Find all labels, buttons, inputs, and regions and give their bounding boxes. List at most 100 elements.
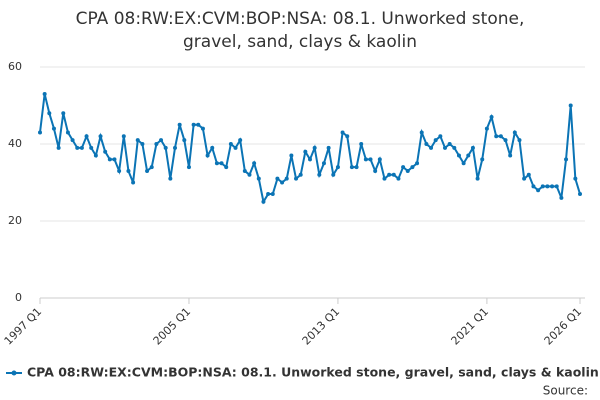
- data-point: [238, 138, 243, 143]
- data-point: [494, 134, 499, 139]
- chart-title: gravel, sand, clays & kaolin: [183, 32, 417, 52]
- data-point: [93, 153, 98, 158]
- data-point: [168, 176, 173, 181]
- data-point: [429, 145, 434, 150]
- data-point: [214, 161, 219, 166]
- data-point: [196, 122, 201, 127]
- data-point: [368, 157, 373, 162]
- data-point: [503, 138, 508, 143]
- data-point: [298, 172, 303, 177]
- data-point: [377, 157, 382, 162]
- data-point: [456, 153, 461, 158]
- data-point: [452, 145, 457, 150]
- data-point: [363, 157, 368, 162]
- data-point: [173, 145, 177, 150]
- data-point: [475, 176, 480, 181]
- data-point: [61, 111, 66, 116]
- data-point: [275, 176, 280, 181]
- data-point: [103, 149, 108, 154]
- data-point: [568, 103, 573, 108]
- data-point: [219, 161, 224, 166]
- data-point: [228, 142, 233, 146]
- data-point: [312, 145, 317, 150]
- x-tick-label: 2013 Q1: [300, 305, 343, 348]
- y-tick-label: 60: [8, 60, 22, 73]
- data-point: [470, 145, 475, 150]
- data-point: [70, 138, 75, 143]
- data-point: [480, 157, 485, 162]
- data-point: [578, 192, 582, 197]
- data-point: [261, 199, 266, 204]
- data-point: [270, 192, 275, 197]
- data-point: [42, 91, 47, 96]
- data-point: [121, 134, 126, 139]
- data-point: [308, 157, 312, 162]
- data-point: [224, 165, 229, 170]
- data-point: [540, 184, 545, 189]
- data-point: [38, 130, 42, 135]
- data-point: [340, 130, 345, 135]
- data-point: [163, 145, 168, 150]
- data-point: [154, 142, 159, 146]
- data-point: [550, 184, 555, 189]
- data-point: [484, 126, 489, 131]
- data-point: [391, 172, 396, 177]
- data-point: [84, 134, 89, 139]
- data-point: [303, 149, 308, 154]
- data-point: [140, 142, 145, 146]
- data-point: [51, 126, 56, 131]
- data-point: [326, 145, 331, 150]
- data-point: [526, 172, 531, 177]
- data-point: [396, 176, 401, 181]
- data-point: [182, 138, 187, 143]
- data-point: [349, 165, 354, 170]
- data-point: [294, 176, 299, 181]
- data-point: [284, 176, 289, 181]
- data-point: [98, 134, 103, 139]
- data-point: [419, 130, 424, 135]
- data-point: [89, 145, 94, 150]
- data-point: [345, 134, 350, 139]
- data-point: [266, 192, 271, 197]
- data-point: [149, 165, 154, 170]
- data-point: [317, 172, 322, 177]
- data-point: [405, 168, 410, 173]
- legend-label: CPA 08:RW:EX:CVM:BOP:NSA: 08.1. Unworked…: [27, 365, 599, 380]
- data-point: [135, 138, 140, 143]
- data-point: [447, 142, 452, 146]
- data-point: [545, 184, 550, 189]
- data-point: [498, 134, 503, 139]
- data-point: [256, 176, 261, 181]
- data-point: [191, 122, 196, 127]
- data-point: [321, 161, 326, 166]
- data-point: [554, 184, 559, 189]
- legend-marker: [11, 370, 17, 376]
- data-point: [564, 157, 569, 162]
- data-point: [415, 161, 420, 166]
- data-point: [443, 145, 447, 150]
- y-tick-label: 20: [8, 214, 22, 227]
- data-point: [131, 180, 136, 185]
- chart-title: CPA 08:RW:EX:CVM:BOP:NSA: 08.1. Unworked…: [76, 9, 525, 29]
- x-tick-label: 2021 Q1: [449, 305, 492, 348]
- data-point: [410, 165, 415, 170]
- data-point: [205, 153, 210, 158]
- data-point: [247, 172, 252, 177]
- data-point: [331, 172, 336, 177]
- data-point: [512, 130, 517, 135]
- data-point: [522, 176, 527, 181]
- data-point: [117, 168, 122, 173]
- data-point: [112, 157, 117, 162]
- series-line: [39, 93, 581, 205]
- data-point: [424, 142, 429, 146]
- source-label: Source:: [543, 384, 588, 398]
- data-point: [354, 165, 359, 170]
- x-tick-label: 1997 Q1: [2, 305, 45, 348]
- data-point: [107, 157, 112, 162]
- y-tick-label: 0: [15, 291, 22, 304]
- data-point: [200, 126, 205, 131]
- x-tick-label: 2026 Q1: [542, 305, 585, 348]
- data-point: [289, 153, 294, 158]
